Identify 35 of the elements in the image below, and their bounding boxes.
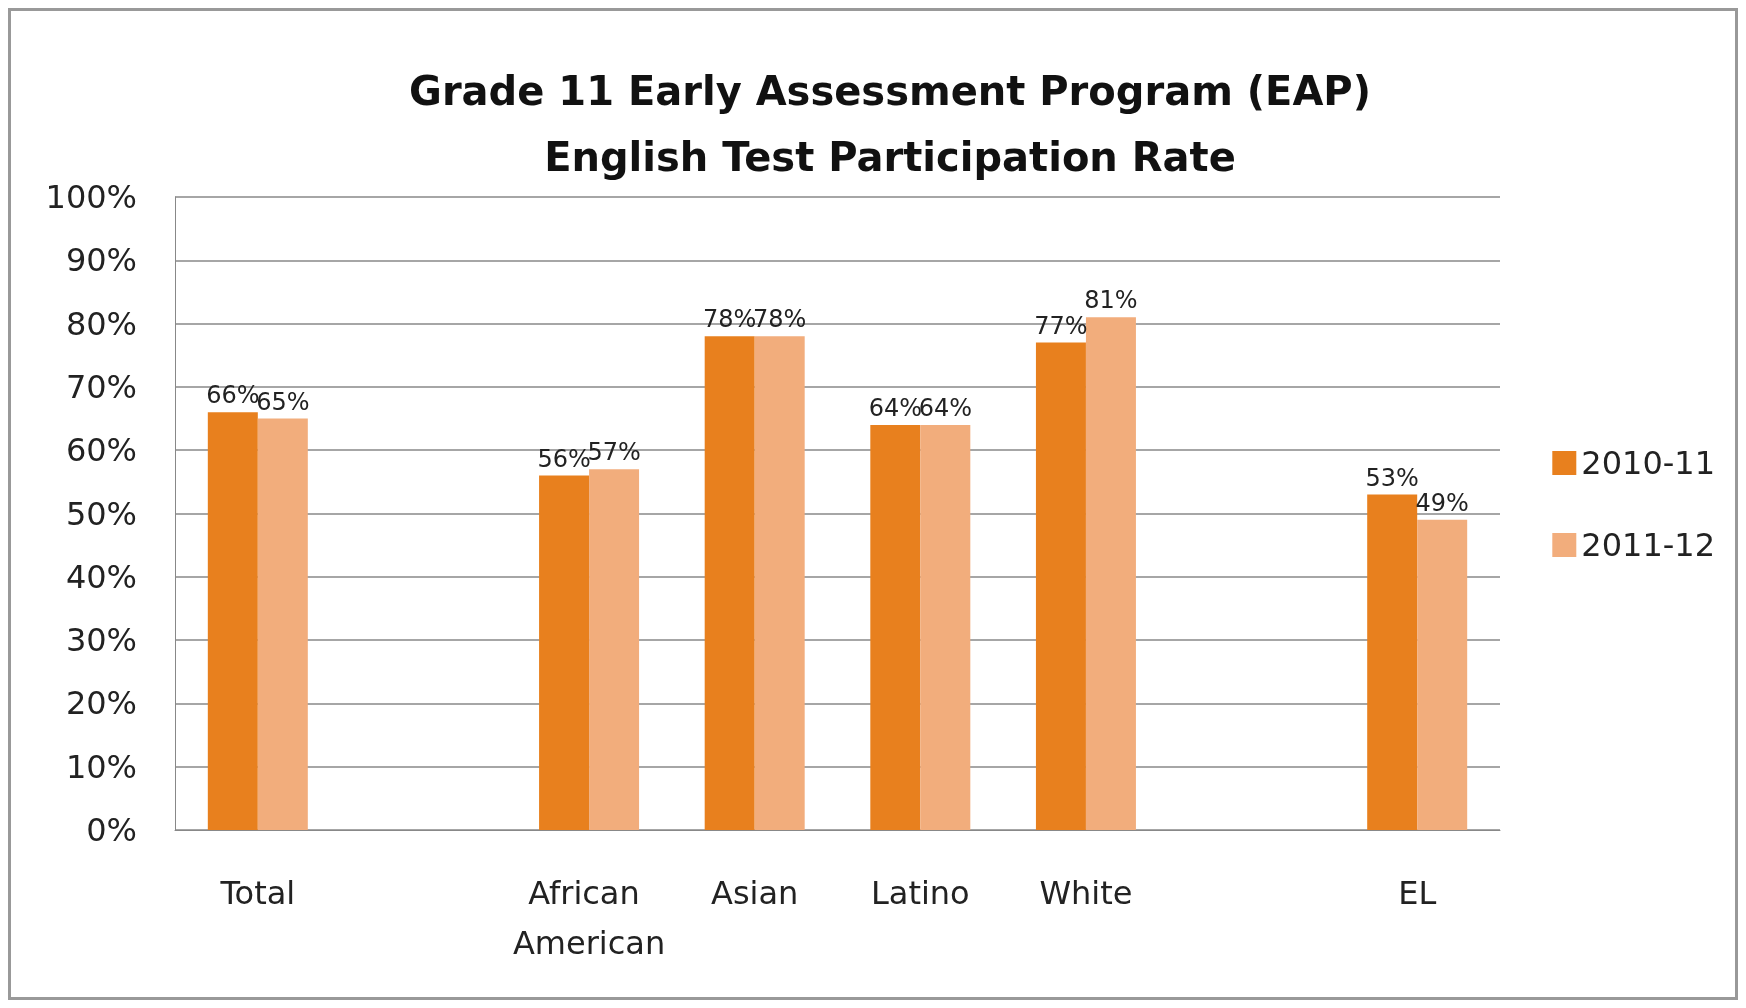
x-tick-label: Total (219, 874, 296, 912)
y-tick-label: 90% (65, 241, 137, 280)
y-tick-label: 20% (65, 684, 137, 723)
bar (754, 336, 805, 830)
x-tick-label: White (1039, 874, 1133, 912)
bar (870, 424, 921, 830)
y-tick-label: 50% (65, 494, 137, 533)
y-tick-label: 0% (86, 811, 137, 849)
y-tick-label: 10% (65, 747, 137, 786)
x-tick-label: EL (1398, 874, 1437, 912)
y-tick-label: 40% (65, 557, 137, 596)
bar (920, 424, 971, 830)
y-tick-label: 100% (45, 178, 137, 216)
bar (1035, 342, 1086, 830)
legend-label: 2010-11 (1581, 444, 1715, 482)
bar (1417, 519, 1468, 830)
y-tick-label: 70% (65, 367, 137, 406)
bar (589, 469, 640, 830)
bar (1085, 317, 1136, 830)
y-tick-label: 80% (65, 304, 137, 343)
bar (257, 418, 308, 830)
x-tick-label: Asian (711, 874, 799, 912)
data-label: 81% (1084, 286, 1138, 315)
chart-title: Grade 11 Early Assessment Program (EAP) English Test Participation Rate (409, 68, 1371, 180)
legend-label: 2011-12 (1581, 526, 1715, 564)
bar (539, 475, 590, 830)
data-label: 64% (868, 393, 922, 422)
y-tick-label: 30% (65, 621, 137, 660)
x-tick-label: Latino (870, 874, 970, 912)
bar (704, 336, 755, 830)
x-tick-label: African American (512, 874, 666, 962)
bar (1367, 494, 1418, 830)
y-tick-label: 60% (65, 431, 137, 470)
data-label: 53% (1365, 463, 1419, 492)
bar (207, 412, 258, 830)
